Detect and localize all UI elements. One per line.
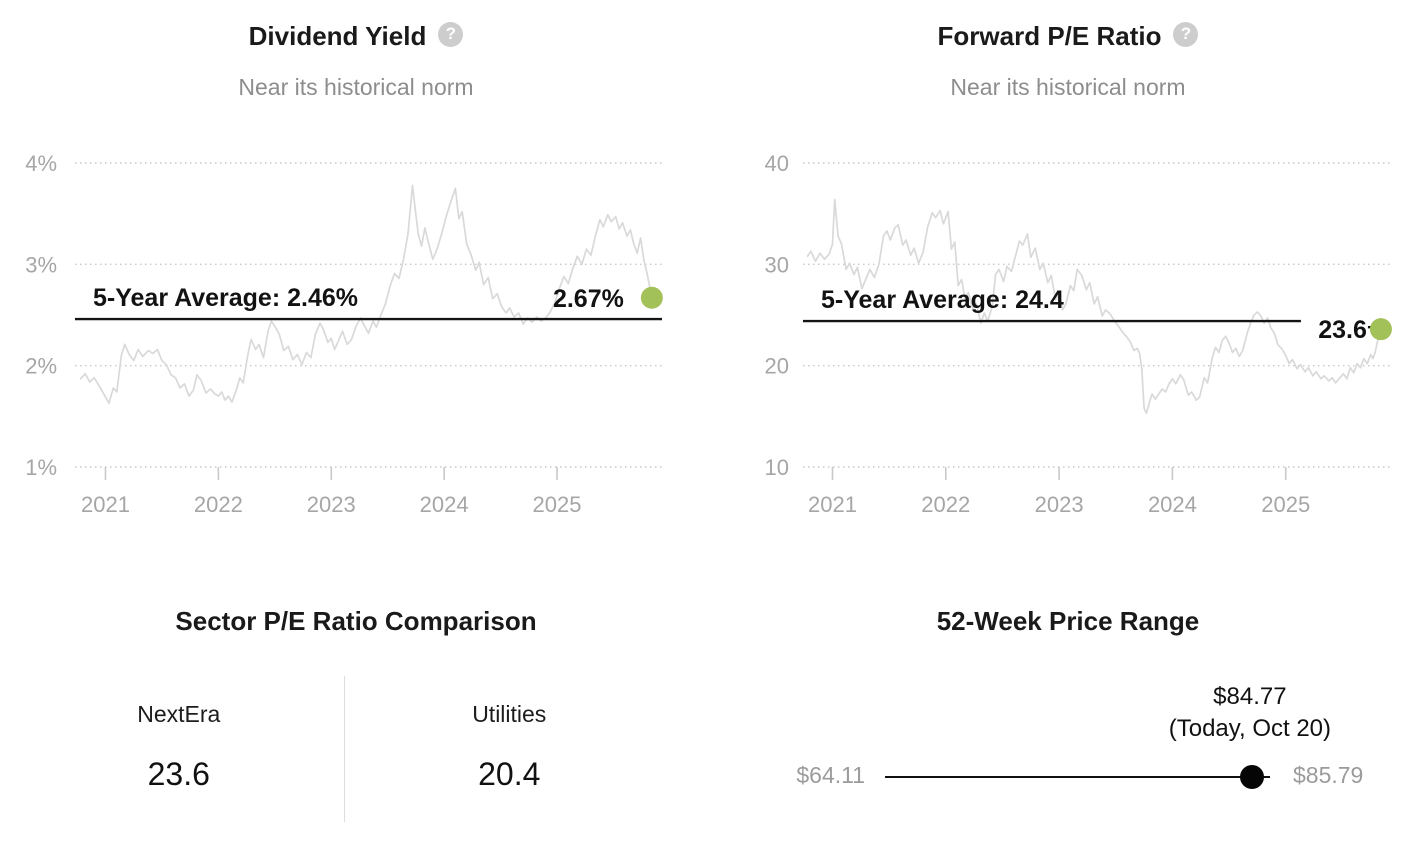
y-axis-label: 40: [765, 151, 789, 176]
current-value-label: 2.67%: [553, 285, 624, 313]
y-axis-label: 10: [765, 455, 789, 480]
sector-comparison-table: NextEra 23.6 Utilities 20.4: [14, 676, 674, 822]
dividend-yield-header: Dividend Yield ?: [0, 0, 712, 56]
y-axis-label: 1%: [25, 455, 57, 480]
help-icon[interactable]: ?: [1173, 21, 1199, 47]
forward-pe-header: Forward P/E Ratio ?: [712, 0, 1424, 56]
nextera-column: NextEra 23.6: [14, 676, 344, 822]
vertical-divider: [343, 676, 345, 822]
bottom-row: Sector P/E Ratio Comparison NextEra 23.6…: [0, 604, 1424, 848]
current-price-dot: [1239, 765, 1264, 789]
forward-pe-chart: 10 20 30 40 2021 2022 2023 2024 2025 23.6 5-Year A…: [765, 151, 1392, 517]
range-low-label: $64.11: [796, 762, 865, 788]
current-value-dot: [640, 286, 663, 309]
current-value-label: 23.6: [1318, 316, 1367, 344]
x-axis-label: 2021: [808, 492, 857, 517]
x-axis-label: 2024: [1148, 492, 1197, 517]
chart-subtitle: Near its historical norm: [950, 74, 1186, 100]
sector-pe-comparison-panel: Sector P/E Ratio Comparison NextEra 23.6…: [0, 604, 712, 848]
dividend-yield-chart: 1% 2% 3% 4% 2021 2022 2023 2024 2025 2.67% 5-Year …: [25, 151, 663, 517]
utilities-label: Utilities: [472, 701, 547, 727]
current-value-dot: [1369, 318, 1392, 341]
y-axis-label: 30: [765, 252, 789, 277]
x-axis-label: 2025: [1261, 492, 1310, 517]
y-axis-label: 3%: [25, 252, 57, 277]
sector-comparison-title: Sector P/E Ratio Comparison: [175, 606, 537, 636]
chart-title: Dividend Yield: [248, 21, 427, 51]
x-axis-label: 2023: [1035, 492, 1084, 517]
utilities-column: Utilities 20.4: [345, 676, 675, 822]
dividend-yield-panel: Dividend Yield ? Near its historical nor…: [0, 0, 712, 530]
chart-title: Forward P/E Ratio: [937, 21, 1162, 51]
nextera-label: NextEra: [137, 701, 221, 727]
nextera-pe-value: 23.6: [147, 756, 210, 792]
forward-pe-panel: Forward P/E Ratio ? Near its historical …: [712, 0, 1424, 530]
x-axis-label: 2025: [533, 492, 582, 517]
range-high-label: $85.79: [1293, 762, 1364, 788]
series-line: [79, 184, 653, 405]
x-axis-label: 2023: [307, 492, 356, 517]
price-range-area: $84.77 (Today, Oct 20) $64.11 $85.79: [712, 638, 1424, 848]
x-axis-label: 2022: [194, 492, 243, 517]
y-axis-label: 4%: [25, 151, 57, 176]
current-price-callout: $84.77 (Today, Oct 20): [1169, 682, 1331, 746]
chart-subtitle: Near its historical norm: [238, 74, 474, 100]
charts-row: Dividend Yield ? Near its historical nor…: [0, 0, 1424, 530]
price-range-track: [885, 765, 1270, 789]
x-axis-label: 2021: [81, 492, 130, 517]
current-price-label: $84.77: [1213, 683, 1287, 710]
series-line: [806, 198, 1382, 415]
current-price-date: (Today, Oct 20): [1168, 715, 1332, 742]
y-axis-label: 2%: [25, 354, 57, 379]
help-icon[interactable]: ?: [438, 21, 464, 47]
x-axis-label: 2024: [420, 492, 469, 517]
average-label: 5-Year Average: 2.46%: [93, 284, 358, 312]
utilities-pe-value: 20.4: [478, 756, 541, 792]
x-axis-label: 2022: [921, 492, 970, 517]
y-axis-label: 20: [765, 354, 789, 379]
average-label: 5-Year Average: 24.4: [821, 286, 1064, 314]
price-range-panel: 52-Week Price Range $84.77 (Today, Oct 2…: [712, 604, 1424, 848]
price-range-title: 52-Week Price Range: [936, 606, 1200, 636]
